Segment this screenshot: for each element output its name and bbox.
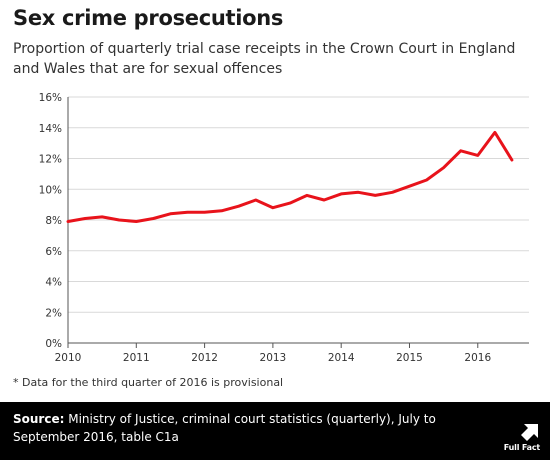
chart-title: Sex crime prosecutions <box>13 6 284 30</box>
y-tick-label: 4% <box>45 277 62 289</box>
y-tick-label: 10% <box>39 184 62 196</box>
x-tick-label: 2016 <box>464 352 491 364</box>
x-tick-label: 2014 <box>328 352 355 364</box>
x-tick-label: 2012 <box>191 352 218 364</box>
series-line <box>66 130 514 223</box>
y-tick-label: 14% <box>39 123 62 135</box>
brand-name: Full Fact <box>503 443 540 452</box>
x-tick-label: 2010 <box>55 352 82 364</box>
x-tick-label: 2011 <box>123 352 150 364</box>
y-tick-label: 2% <box>45 307 62 319</box>
line-chart: 0% 2% 4% 6% 8% 10% 12% 14% 16% 2010 2011 2012 2013 20… <box>39 92 529 364</box>
y-tick-label: 12% <box>39 154 62 166</box>
footnote: * Data for the third quarter of 2016 is … <box>13 376 284 389</box>
source-citation: Source: Ministry of Justice, criminal co… <box>13 410 483 446</box>
source-text: Ministry of Justice, criminal court stat… <box>13 412 436 444</box>
tick-labels: 0% 2% 4% 6% 8% 10% 12% 14% 16% 2010 2011 2012 2013 20… <box>39 92 492 364</box>
x-tick-label: 2015 <box>396 352 423 364</box>
source-footer: Source: Ministry of Justice, criminal co… <box>0 402 550 460</box>
y-tick-label: 0% <box>45 338 62 350</box>
gridlines <box>68 96 529 313</box>
series-layer <box>66 130 514 223</box>
logo-arrow-icon <box>521 424 538 441</box>
y-tick-label: 16% <box>39 92 62 104</box>
x-tick-label: 2013 <box>260 352 287 364</box>
y-tick-label: 6% <box>45 246 62 258</box>
y-tick-label: 8% <box>45 215 62 227</box>
chart-subtitle: Proportion of quarterly trial case recei… <box>13 41 516 77</box>
source-label: Source: <box>13 412 65 426</box>
full-fact-logo-icon: Full Fact <box>494 422 540 452</box>
